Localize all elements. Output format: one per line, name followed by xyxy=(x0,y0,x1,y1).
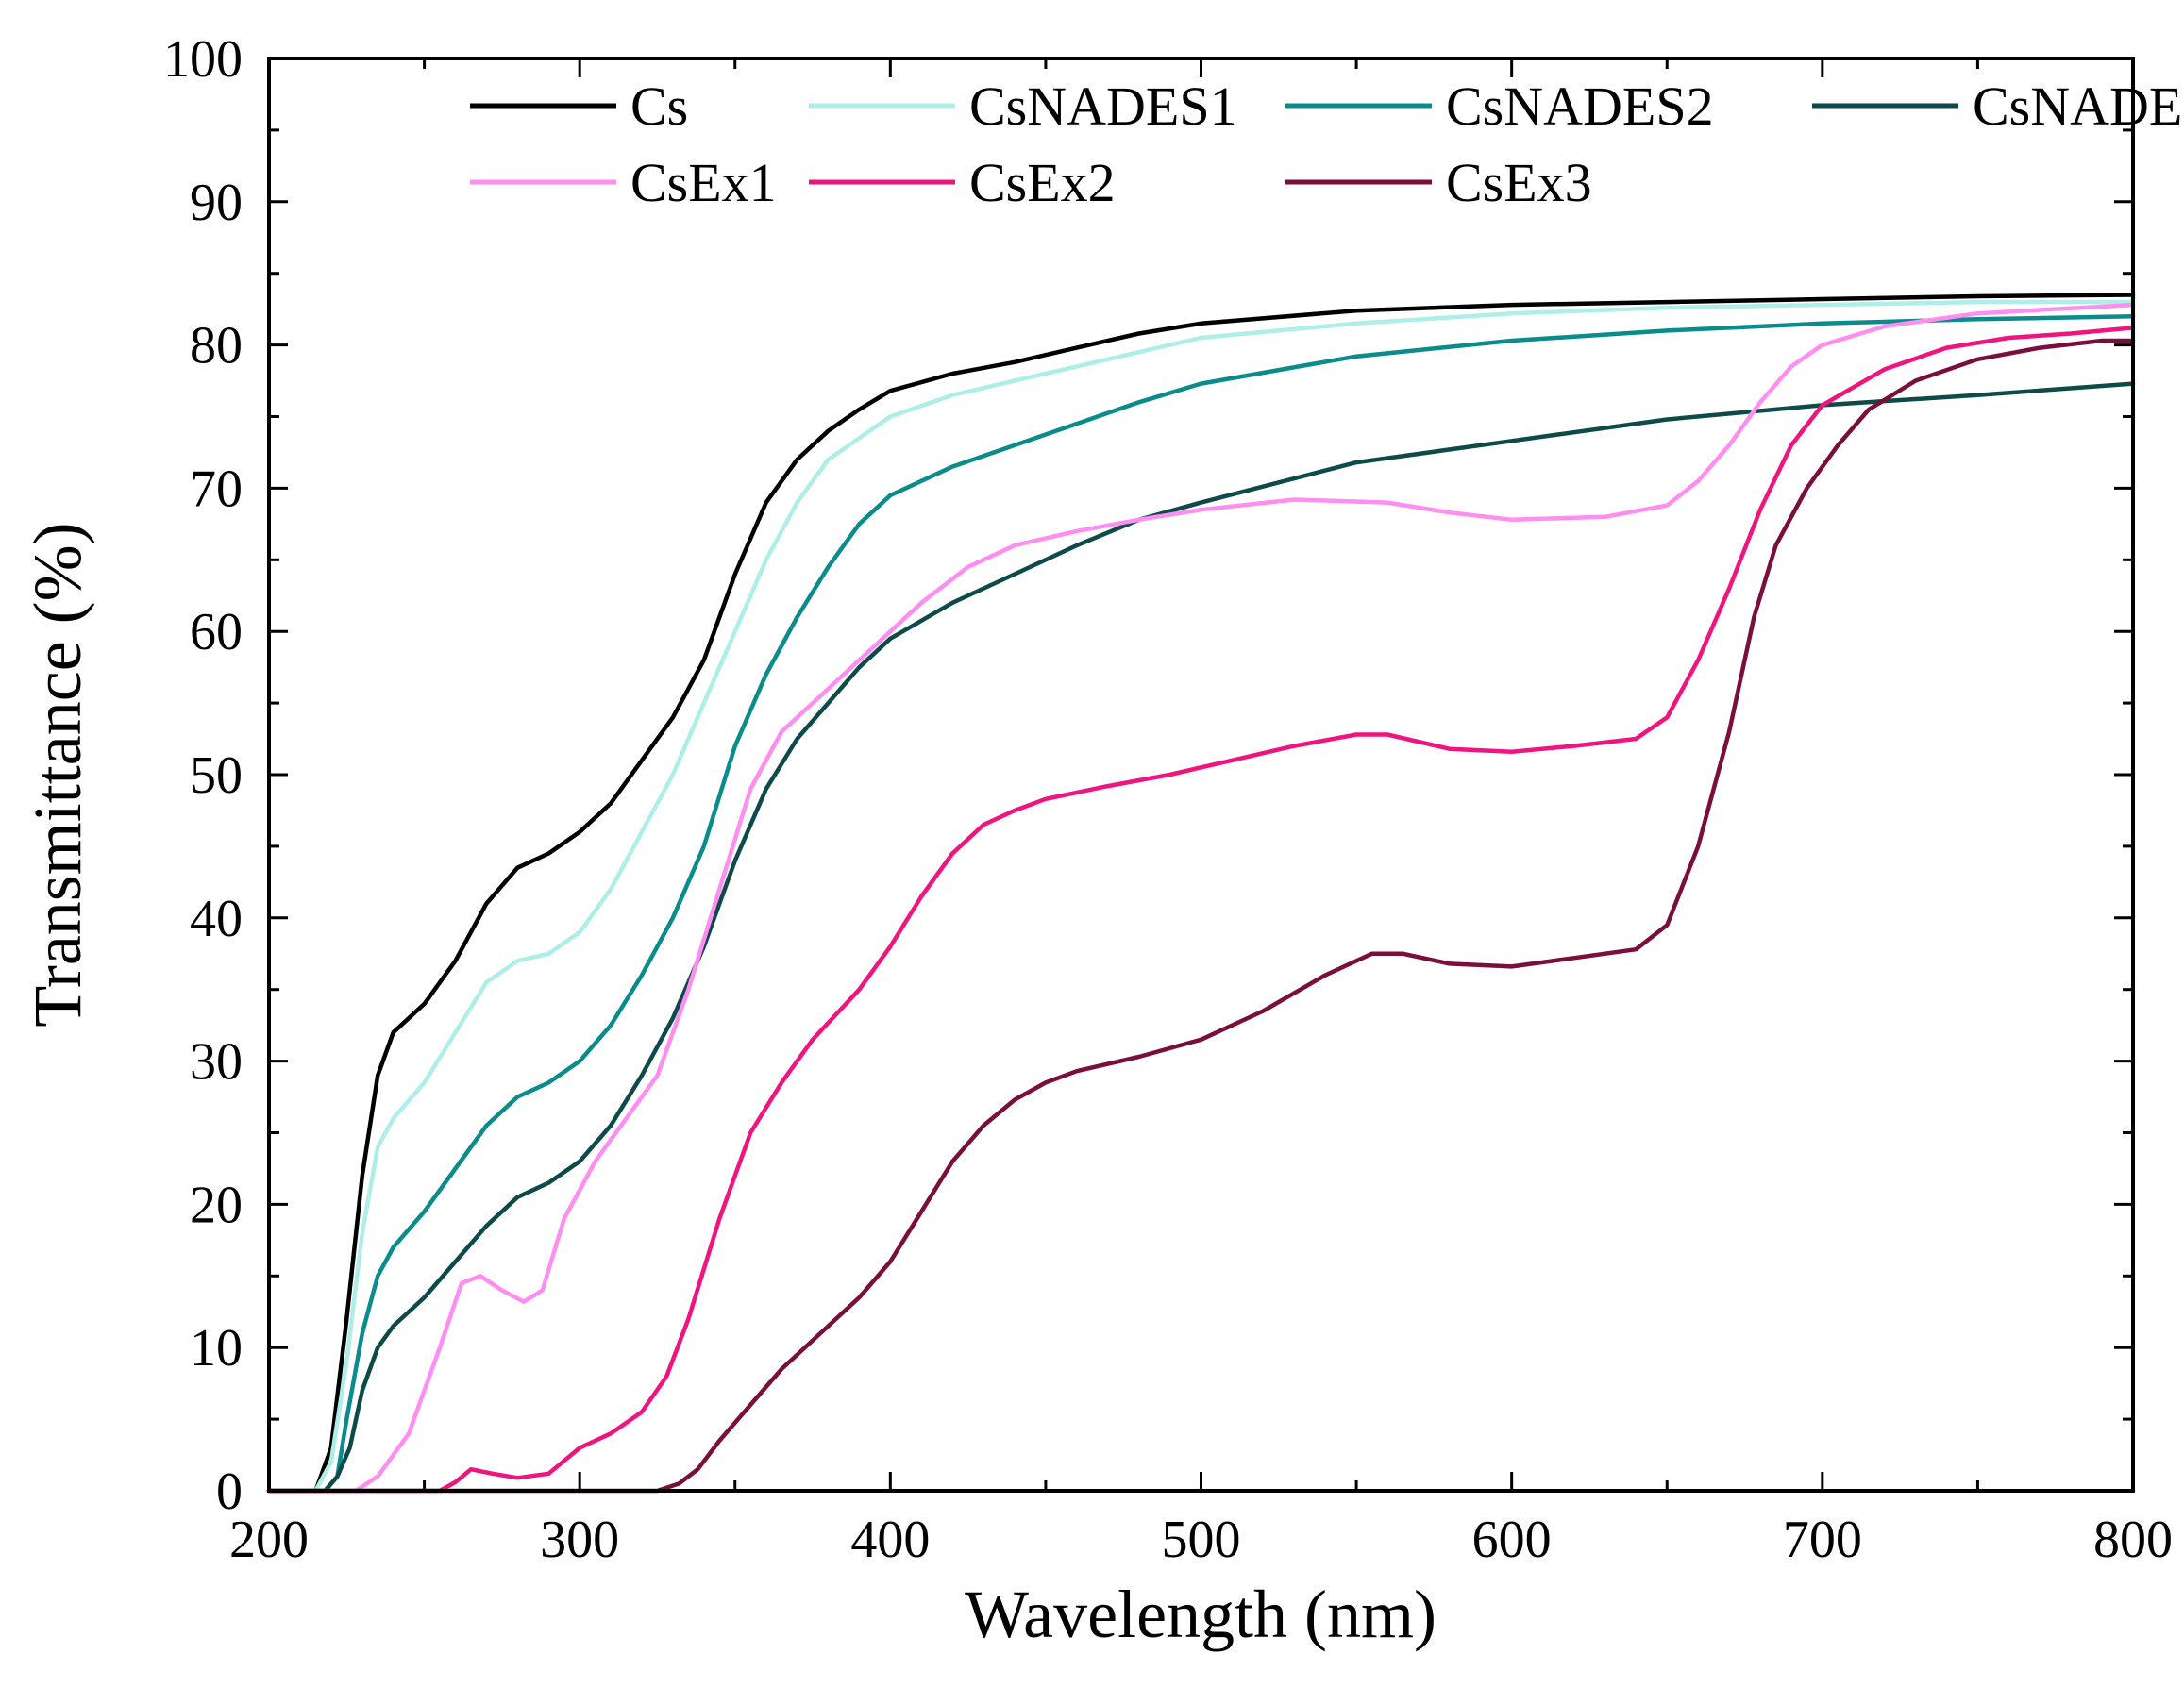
y-tick-label: 90 xyxy=(190,174,243,232)
x-tick-label: 500 xyxy=(1162,1511,1241,1569)
legend-label-cs: Cs xyxy=(630,75,688,137)
legend-label-csnades2: CsNADES2 xyxy=(1446,75,1714,137)
y-tick-label: 40 xyxy=(190,890,243,948)
legend-label-csnades1: CsNADES1 xyxy=(969,75,1237,137)
y-tick-label: 60 xyxy=(190,603,243,661)
y-tick-label: 80 xyxy=(190,317,243,376)
x-tick-label: 800 xyxy=(2093,1511,2173,1569)
plot-frame xyxy=(267,57,2135,1493)
x-tick-label: 200 xyxy=(229,1511,309,1569)
y-tick-label: 70 xyxy=(190,460,243,518)
y-tick-label: 30 xyxy=(190,1033,243,1092)
x-tick-label: 400 xyxy=(850,1511,930,1569)
legend-label-csex2: CsEx2 xyxy=(969,152,1116,213)
y-tick-label: 20 xyxy=(190,1176,243,1234)
y-tick-label: 10 xyxy=(190,1319,243,1378)
series-line-csnades3 xyxy=(266,381,2136,1494)
x-tick-label: 300 xyxy=(540,1511,619,1569)
axis-ticks: 200 300 400 500 600 700 800 0 10 20 30 40 50 60 70 80 90… xyxy=(163,30,2173,1569)
legend: Cs CsNADES1 CsNADES2 CsNADES3 CsEx1 CsEx2 CsEx… xyxy=(470,75,2184,213)
series-line-csex3 xyxy=(266,338,2136,1494)
y-axis-title: Transmittance (%) xyxy=(20,522,95,1027)
x-tick-label: 600 xyxy=(1472,1511,1552,1569)
series-line-cs xyxy=(266,293,2136,1494)
legend-label-csex1: CsEx1 xyxy=(630,152,777,213)
x-tick-label: 700 xyxy=(1783,1511,1862,1569)
y-tick-label: 50 xyxy=(190,746,243,805)
series-line-csnades2 xyxy=(266,313,2136,1494)
x-axis-title: Wavelength (nm) xyxy=(965,1577,1436,1652)
y-tick-label: 0 xyxy=(216,1463,243,1521)
series-line-csex2 xyxy=(266,326,2136,1494)
y-tick-label: 100 xyxy=(163,30,243,89)
legend-label-csex3: CsEx3 xyxy=(1446,152,1592,213)
series-lines xyxy=(266,293,2136,1494)
series-line-csex1 xyxy=(266,302,2136,1494)
legend-label-csnades3: CsNADES3 xyxy=(1973,75,2184,137)
series-line-csnades1 xyxy=(266,299,2136,1494)
